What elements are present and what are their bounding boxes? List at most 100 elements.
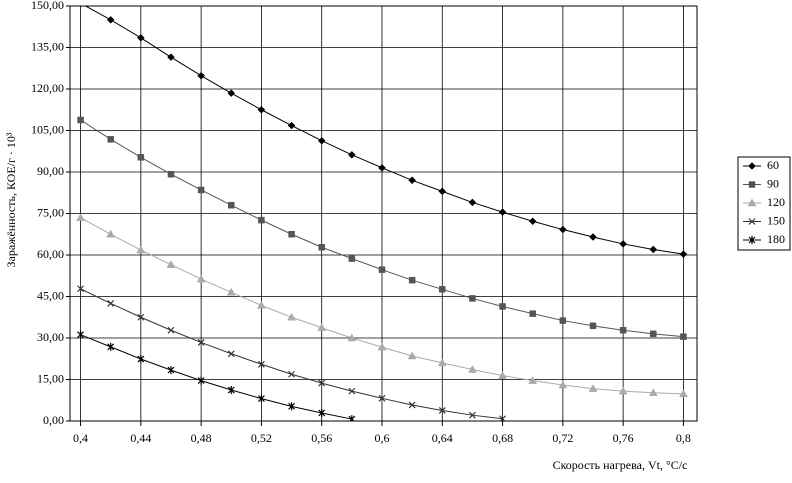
marker [378, 266, 386, 273]
marker [76, 213, 85, 221]
marker [137, 154, 145, 161]
marker [197, 339, 205, 346]
marker [288, 370, 295, 378]
x-tick-label: 0,44 [130, 431, 151, 445]
marker [498, 208, 507, 216]
marker [136, 33, 145, 42]
marker [498, 371, 508, 379]
x-tick-label: 0,56 [311, 431, 332, 445]
marker [287, 312, 296, 321]
marker [679, 389, 688, 398]
marker [167, 170, 175, 178]
marker [748, 218, 756, 225]
marker [528, 217, 537, 226]
y-tick-label: 90,00 [37, 164, 64, 178]
marker [469, 411, 476, 419]
y-tick-label: 150,00 [31, 0, 64, 12]
marker [589, 322, 597, 330]
marker [619, 240, 628, 248]
x-axis-title: Скорость нагрева, Vt, °С/с [553, 458, 688, 472]
marker [287, 121, 296, 130]
marker [318, 244, 325, 251]
marker [378, 394, 386, 402]
marker [468, 198, 477, 207]
legend-label: 180 [767, 232, 785, 246]
y-tick-label: 15,00 [37, 371, 64, 385]
marker [439, 286, 446, 293]
y-tick-label: 75,00 [37, 205, 64, 219]
x-tick-label: 0,4 [73, 431, 88, 445]
x-tick-label: 0,76 [613, 431, 634, 445]
legend-label: 90 [767, 176, 779, 190]
marker [106, 229, 116, 238]
plot-series [76, 6, 688, 421]
marker [499, 303, 506, 310]
marker [317, 136, 326, 145]
marker [257, 360, 265, 368]
legend-label: 120 [767, 195, 785, 209]
x-tick-label: 0,68 [492, 431, 513, 445]
marker [408, 276, 416, 284]
y-tick-label: 45,00 [37, 288, 64, 302]
marker [747, 198, 757, 207]
series-line [80, 334, 352, 420]
marker [408, 176, 416, 185]
marker [407, 351, 417, 360]
marker [106, 15, 115, 24]
marker [679, 250, 688, 259]
marker [680, 333, 687, 340]
marker [256, 300, 266, 309]
marker [107, 136, 114, 143]
marker [227, 350, 235, 358]
marker [619, 327, 627, 334]
y-tick-label: 30,00 [37, 330, 64, 344]
y-tick-label: 105,00 [31, 122, 64, 136]
marker [650, 330, 657, 338]
marker [77, 285, 84, 293]
legend-label: 150 [767, 213, 785, 227]
marker [228, 201, 235, 209]
marker [167, 366, 175, 375]
marker [318, 408, 326, 417]
x-tick-label: 0,8 [676, 431, 691, 445]
marker [288, 231, 295, 238]
marker [408, 401, 416, 409]
marker [79, 6, 82, 8]
marker [748, 236, 756, 244]
marker [317, 323, 327, 332]
marker [197, 186, 205, 194]
marker [77, 330, 84, 339]
marker [347, 333, 357, 342]
marker [469, 295, 476, 302]
marker [167, 53, 175, 62]
marker [136, 245, 146, 254]
y-tick-label: 0,00 [43, 413, 64, 427]
x-tick-label: 0,52 [251, 431, 272, 445]
marker [467, 365, 477, 373]
marker [107, 342, 115, 351]
y-tick-label: 60,00 [37, 247, 64, 261]
marker [257, 105, 266, 114]
x-tick-label: 0,72 [552, 431, 573, 445]
y-tick-label: 135,00 [31, 39, 64, 53]
marker [227, 386, 235, 395]
marker [167, 326, 175, 334]
x-tick-label: 0,48 [191, 431, 212, 445]
marker [166, 260, 176, 268]
marker [558, 380, 568, 389]
marker [226, 287, 236, 296]
marker [196, 274, 206, 283]
marker [438, 187, 447, 196]
marker [318, 379, 326, 387]
marker [559, 317, 567, 324]
marker [377, 342, 387, 351]
marker [499, 415, 506, 421]
marker [347, 150, 356, 159]
marker [588, 384, 598, 392]
marker [748, 181, 756, 188]
marker [137, 313, 145, 321]
marker [528, 376, 538, 384]
marker [378, 163, 386, 172]
marker [437, 358, 447, 367]
